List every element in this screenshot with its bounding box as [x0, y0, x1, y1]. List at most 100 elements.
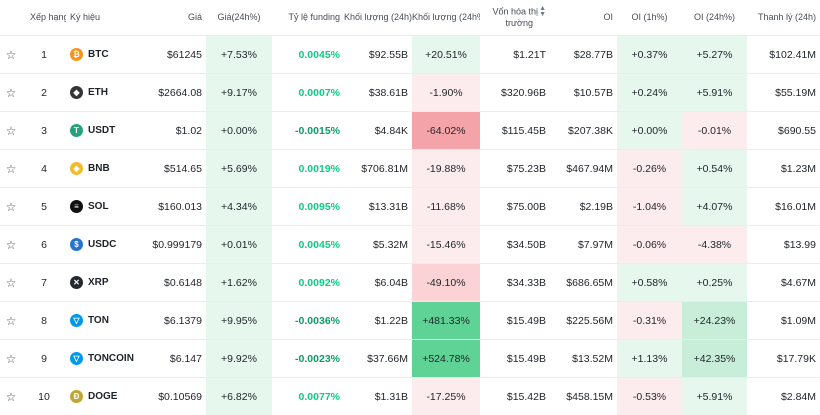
market-cap-cell: $75.23B [480, 150, 550, 188]
oi-1h-cell: +0.24% [617, 74, 682, 112]
volume-cell: $706.81M [344, 150, 412, 188]
header-volume-change[interactable]: Khối lượng (24h%) [412, 0, 480, 36]
market-cap-cell: $15.49B [480, 302, 550, 340]
oi-cell: $225.56M [550, 302, 617, 340]
liquidation-cell: $1.23M [747, 150, 820, 188]
oi-1h-cell: -0.53% [617, 378, 682, 415]
table-row[interactable]: ☆4◈BNB$514.65+5.69%0.0019%$706.81M-19.88… [0, 150, 820, 188]
header-rank[interactable]: Xếp hạng [22, 0, 66, 36]
oi-24h-cell: +0.25% [682, 264, 747, 302]
symbol-cell[interactable]: ▽TON [70, 314, 109, 327]
favorite-star-icon[interactable]: ☆ [6, 48, 17, 62]
oi-24h-cell: +5.91% [682, 74, 747, 112]
btc-icon: ₿ [70, 48, 83, 61]
table-row[interactable]: ☆6$USDC$0.999179+0.01%0.0045%$5.32M-15.4… [0, 226, 820, 264]
favorite-star-icon[interactable]: ☆ [6, 390, 17, 404]
header-symbol[interactable]: Ký hiệu [66, 0, 140, 36]
price-cell: $6.147 [140, 340, 206, 378]
rank-cell: 7 [22, 264, 66, 302]
table-row[interactable]: ☆1₿BTC$61245+7.53%0.0045%$92.55B+20.51%$… [0, 36, 820, 74]
volume-cell: $5.32M [344, 226, 412, 264]
volume-change-cell: -15.46% [412, 226, 480, 264]
price-cell: $514.65 [140, 150, 206, 188]
symbol-cell[interactable]: $USDC [70, 238, 116, 251]
market-cap-cell: $320.96B [480, 74, 550, 112]
liquidation-cell: $17.79K [747, 340, 820, 378]
header-volume[interactable]: Khối lượng (24h) [344, 0, 412, 36]
oi-24h-cell: +5.27% [682, 36, 747, 74]
header-funding[interactable]: Tỷ lệ funding [272, 0, 344, 36]
table-row[interactable]: ☆7✕XRP$0.6148+1.62%0.0092%$6.04B-49.10%$… [0, 264, 820, 302]
favorite-star-icon[interactable]: ☆ [6, 124, 17, 138]
table-row[interactable]: ☆8▽TON$6.1379+9.95%-0.0036%$1.22B+481.33… [0, 302, 820, 340]
market-cap-cell: $1.21T [480, 36, 550, 74]
sol-icon: ≡ [70, 200, 83, 213]
header-oi[interactable]: OI [550, 0, 617, 36]
header-market-cap[interactable]: Vốn hóa thị▲▼trường [480, 0, 550, 36]
oi-24h-cell: +42.35% [682, 340, 747, 378]
oi-24h-cell: -0.01% [682, 112, 747, 150]
bnb-icon: ◈ [70, 162, 83, 175]
favorite-star-icon[interactable]: ☆ [6, 238, 17, 252]
price-change-cell: +9.95% [206, 302, 272, 340]
rank-cell: 9 [22, 340, 66, 378]
symbol-label: BNB [88, 163, 110, 174]
table-row[interactable]: ☆9▽TONCOIN$6.147+9.92%-0.0023%$37.66M+52… [0, 340, 820, 378]
funding-cell: 0.0045% [272, 226, 344, 264]
favorite-star-icon[interactable]: ☆ [6, 276, 17, 290]
volume-cell: $6.04B [344, 264, 412, 302]
rank-cell: 1 [22, 36, 66, 74]
price-change-cell: +6.82% [206, 378, 272, 415]
toncoin-icon: ▽ [70, 352, 83, 365]
table-row[interactable]: ☆5≡SOL$160.013+4.34%0.0095%$13.31B-11.68… [0, 188, 820, 226]
rank-cell: 2 [22, 74, 66, 112]
price-change-cell: +5.69% [206, 150, 272, 188]
symbol-label: TON [88, 315, 109, 326]
volume-change-cell: -19.88% [412, 150, 480, 188]
oi-24h-cell: -4.38% [682, 226, 747, 264]
table-header: Xếp hạng Ký hiệu Giá Giá(24h%) Tỷ lệ fun… [0, 0, 820, 36]
symbol-label: SOL [88, 201, 109, 212]
usdt-icon: T [70, 124, 83, 137]
symbol-cell[interactable]: ≡ SOL [70, 200, 109, 213]
volume-cell: $38.61B [344, 74, 412, 112]
favorite-star-icon[interactable]: ☆ [6, 86, 17, 100]
symbol-cell[interactable]: ◆ETH [70, 86, 108, 99]
header-market-cap-line2: trường [506, 18, 533, 28]
header-liquidation[interactable]: Thanh lý (24h) [747, 0, 820, 36]
xrp-icon: ✕ [70, 276, 83, 289]
price-cell: $160.013 [140, 188, 206, 226]
header-price[interactable]: Giá [140, 0, 206, 36]
oi-cell: $13.52M [550, 340, 617, 378]
favorite-star-icon[interactable]: ☆ [6, 162, 17, 176]
symbol-cell[interactable]: ◈ BNB [70, 162, 110, 175]
header-oi-1h[interactable]: OI (1h%) [617, 0, 682, 36]
symbol-label: ETH [88, 87, 108, 98]
market-cap-cell: $15.49B [480, 340, 550, 378]
price-cell: $0.999179 [140, 226, 206, 264]
favorite-star-icon[interactable]: ☆ [6, 200, 17, 214]
header-oi-24h[interactable]: OI (24h%) [682, 0, 747, 36]
funding-cell: 0.0045% [272, 36, 344, 74]
funding-cell: 0.0019% [272, 150, 344, 188]
price-change-cell: +9.92% [206, 340, 272, 378]
volume-change-cell: +20.51% [412, 36, 480, 74]
price-change-cell: +9.17% [206, 74, 272, 112]
symbol-cell[interactable]: ₿BTC [70, 48, 109, 61]
symbol-cell[interactable]: ▽TONCOIN [70, 352, 134, 365]
favorite-star-icon[interactable]: ☆ [6, 314, 17, 328]
volume-cell: $92.55B [344, 36, 412, 74]
symbol-cell[interactable]: ✕XRP [70, 276, 109, 289]
favorite-star-icon[interactable]: ☆ [6, 352, 17, 366]
header-price-change[interactable]: Giá(24h%) [206, 0, 272, 36]
funding-cell: -0.0036% [272, 302, 344, 340]
table-row[interactable]: ☆2◆ETH$2664.08+9.17%0.0007%$38.61B-1.90%… [0, 74, 820, 112]
liquidation-cell: $55.19M [747, 74, 820, 112]
funding-cell: 0.0095% [272, 188, 344, 226]
oi-24h-cell: +0.54% [682, 150, 747, 188]
